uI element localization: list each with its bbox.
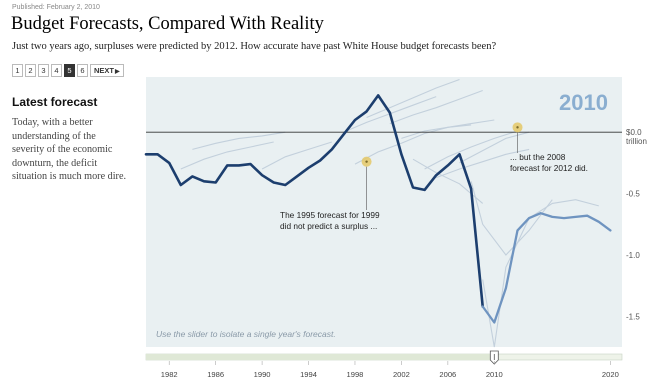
y-tick-label: -1.0	[626, 251, 640, 260]
play-arrow-icon: ▶	[115, 69, 120, 75]
page-button-4[interactable]: 4	[51, 64, 62, 77]
forecast-2010-line	[481, 212, 612, 324]
past-forecast-line-2	[261, 141, 332, 170]
slider-fill	[146, 354, 495, 360]
past-forecast-line-4	[192, 131, 286, 150]
y-tick-label: -0.5	[626, 190, 640, 199]
annotation-1995-line2: did not predict a surplus ...	[280, 221, 377, 231]
slider-handle[interactable]	[489, 350, 499, 365]
past-forecast-line-3	[180, 141, 274, 170]
annotation-2008-line2: forecast for 2012 did.	[510, 163, 588, 173]
annotation-2008-line1: ... but the 2008	[510, 152, 566, 162]
highlight-marker-center	[516, 126, 519, 129]
y-tick-label: $0.0	[626, 128, 642, 137]
x-tick-label: 1982	[161, 370, 178, 379]
pager: 1 2 3 4 5 6 NEXT▶	[12, 64, 124, 77]
sidebar-body: Today, with a better understanding of th…	[12, 117, 127, 183]
x-tick-label: 1994	[300, 370, 317, 379]
highlight-markers	[361, 122, 523, 210]
page-button-6[interactable]: 6	[77, 64, 88, 77]
x-tick-label: 2020	[602, 370, 619, 379]
highlight-marker-center	[365, 160, 368, 163]
chart-panel	[146, 77, 622, 347]
x-tick-label: 1986	[207, 370, 224, 379]
page-button-2[interactable]: 2	[25, 64, 36, 77]
actual-deficit-line	[144, 94, 484, 308]
past-forecasts	[180, 78, 599, 348]
annotation-1995-line1: The 1995 forecast for 1999	[280, 210, 380, 220]
past-forecast-line-7	[389, 89, 483, 125]
x-tick-label: 2002	[393, 370, 410, 379]
page-button-5[interactable]: 5	[64, 64, 75, 77]
y-tick-label: -1.5	[626, 312, 640, 321]
chart-year-label: 2010	[559, 90, 608, 115]
past-forecast-line-8	[401, 119, 495, 139]
x-tick-label: 1990	[254, 370, 271, 379]
next-label: NEXT	[94, 66, 115, 75]
past-forecast-line-9	[424, 130, 518, 170]
slider-hint: Use the slider to isolate a single year'…	[156, 329, 336, 339]
next-button[interactable]: NEXT▶	[90, 64, 124, 77]
x-axis-ticks: 1982 1986 1990 1994 1998 2002 2006 2010 2020	[161, 361, 619, 379]
page-subtitle: Just two years ago, surpluses were predi…	[12, 41, 497, 52]
past-forecast-line-6	[366, 78, 460, 119]
y-unit-label: trillion	[626, 137, 647, 146]
x-tick-label: 2006	[439, 370, 456, 379]
page-title: Budget Forecasts, Compared With Reality	[11, 14, 324, 34]
page-button-3[interactable]: 3	[38, 64, 49, 77]
page-button-1[interactable]: 1	[12, 64, 23, 77]
past-forecast-line-10	[436, 148, 530, 179]
sidebar-heading: Latest forecast	[12, 95, 98, 109]
year-slider[interactable]	[145, 350, 623, 365]
x-tick-label: 2010	[486, 370, 503, 379]
past-forecast-line-12	[470, 181, 553, 256]
x-tick-label: 1998	[347, 370, 364, 379]
published-date: Published: February 2, 2010	[12, 4, 100, 11]
